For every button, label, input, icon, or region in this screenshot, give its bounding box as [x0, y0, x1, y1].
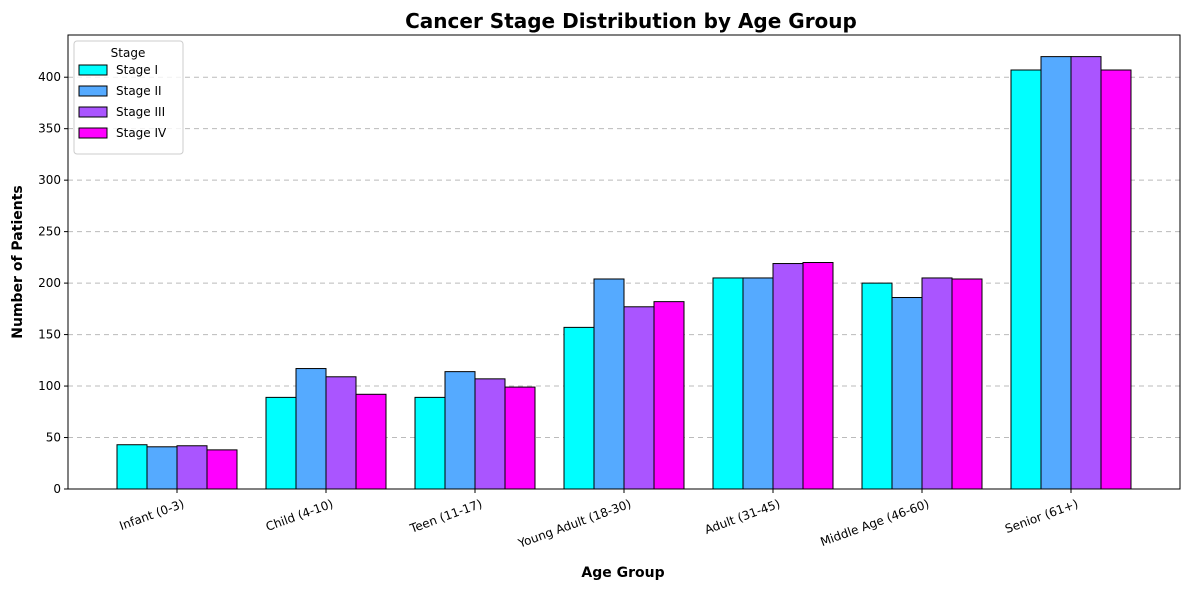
y-tick-label: 150 [38, 328, 61, 342]
bar [116, 444, 148, 490]
x-tick-label: Child (4-10) [264, 497, 335, 534]
bar [593, 278, 625, 490]
y-tick-label: 400 [38, 70, 61, 84]
bar [742, 277, 774, 490]
y-tick-label: 300 [38, 173, 61, 187]
bars [116, 56, 1132, 490]
bar [861, 282, 893, 490]
bar [206, 449, 238, 490]
bar [712, 277, 744, 490]
legend: Stage Stage I Stage II Stage III Stage IV [73, 40, 184, 155]
y-axis-ticks: 0 50 100 150 200 250 300 350 400 [38, 70, 68, 496]
legend-title: Stage [111, 46, 146, 60]
bar [653, 301, 685, 490]
legend-entry-label: Stage III [116, 105, 165, 119]
x-tick-label: Young Adult (18-30) [515, 497, 633, 551]
bar [921, 277, 953, 490]
legend-entry-label: Stage I [116, 63, 158, 77]
bar [355, 393, 387, 490]
bar [1010, 69, 1042, 490]
bar [146, 446, 178, 490]
bar [474, 378, 506, 490]
bar [951, 278, 983, 490]
bar [295, 368, 327, 490]
y-tick-label: 100 [38, 379, 61, 393]
bar [176, 445, 208, 490]
bar [504, 386, 536, 490]
bar [265, 396, 297, 490]
x-tick-label: Middle Age (46-60) [818, 497, 931, 549]
bar [772, 263, 804, 490]
y-tick-label: 350 [38, 122, 61, 136]
y-axis-label: Number of Patients [10, 185, 26, 338]
x-tick-label: Adult (31-45) [703, 497, 782, 537]
legend-entry-label: Stage II [116, 84, 162, 98]
bar [1070, 56, 1102, 490]
bar [414, 396, 446, 490]
y-tick-label: 250 [38, 225, 61, 239]
bar [802, 262, 834, 490]
chart-title: Cancer Stage Distribution by Age Group [405, 9, 857, 33]
x-tick-label: Infant (0-3) [118, 497, 187, 533]
x-axis-label: Age Group [581, 565, 664, 581]
x-axis-ticks: Infant (0-3) Child (4-10) Teen (11-17) Youn… [118, 489, 1080, 551]
legend-swatch [78, 85, 108, 97]
bar [444, 371, 476, 490]
legend-swatch [78, 106, 108, 118]
y-tick-label: 50 [46, 431, 61, 445]
bar [325, 376, 357, 490]
bar [1100, 69, 1132, 490]
legend-swatch [78, 64, 108, 76]
bar [623, 306, 655, 490]
x-tick-label: Senior (61+) [1003, 497, 1080, 536]
bar [891, 297, 923, 490]
y-tick-label: 0 [53, 482, 61, 496]
x-tick-label: Teen (11-17) [407, 497, 484, 536]
legend-entry-label: Stage IV [116, 126, 167, 140]
legend-swatch [78, 127, 108, 139]
y-tick-label: 200 [38, 276, 61, 290]
bar [1040, 56, 1072, 490]
bar [563, 326, 595, 490]
